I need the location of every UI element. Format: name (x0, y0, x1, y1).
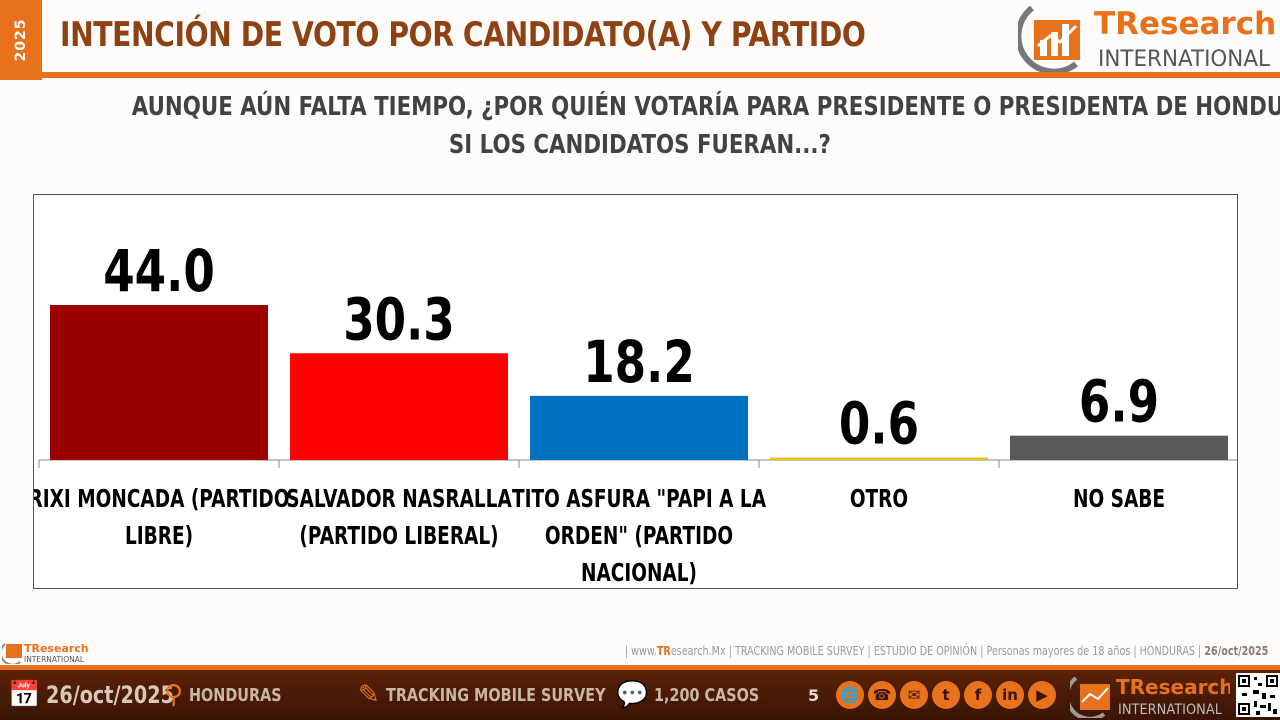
mail-icon[interactable]: ✉ (900, 681, 928, 709)
category-label-1: RIXI MONCADA (PARTIDO (34, 485, 289, 513)
brand-logo: TResearch INTERNATIONAL (1018, 5, 1276, 72)
svg-text:INTERNATIONAL: INTERNATIONAL (24, 655, 85, 664)
bar-1 (50, 305, 268, 460)
footer-date: 📅 26/oct/2025 (8, 680, 175, 710)
logo-brand: TResearch (1094, 6, 1276, 42)
logo-sub: INTERNATIONAL (1098, 47, 1271, 72)
year-tab: 2025 (0, 0, 42, 80)
category-label-3: NACIONAL) (581, 559, 697, 587)
social-links: 🌐 ☎ ✉ t f in ▶ (836, 681, 1056, 709)
bar-3 (530, 395, 748, 460)
globe-icon[interactable]: 🌐 (836, 681, 864, 709)
small-brand-logo: TResearch INTERNATIONAL (2, 642, 89, 664)
svg-text:TResearch: TResearch (24, 642, 89, 655)
footer-survey: ✎ TRACKING MOBILE SURVEY (358, 680, 606, 710)
survey-question: AUNQUE AÚN FALTA TIEMPO, ¿POR QUIÉN VOTA… (0, 88, 1280, 164)
footer-divider (0, 665, 1280, 670)
facebook-icon[interactable]: f (964, 681, 992, 709)
phone-icon[interactable]: ☎ (868, 681, 896, 709)
question-line-1: AUNQUE AÚN FALTA TIEMPO, ¿POR QUIÉN VOTA… (131, 92, 1280, 122)
calendar-clock-icon: 📅 (8, 680, 41, 710)
youtube-icon[interactable]: ▶ (1028, 681, 1056, 709)
data-label-1: 44.0 (103, 239, 215, 306)
svg-text:INTERNATIONAL: INTERNATIONAL (1118, 702, 1222, 718)
bar-5 (1010, 435, 1228, 460)
map-pin-icon: ⚲ (164, 680, 184, 710)
svg-text:TResearch: TResearch (1116, 675, 1230, 699)
vote-intention-chart: 44.0 RIXI MONCADA (PARTIDO LIBRE) 30.3 SALVA… (34, 239, 1237, 588)
linkedin-icon[interactable]: in (996, 681, 1024, 709)
question-line-2: SI LOS CANDIDATOS FUERAN...? (449, 130, 831, 160)
bar-4 (770, 457, 988, 460)
footer-cases: 💬 1,200 CASOS (616, 680, 760, 710)
qr-code[interactable] (1236, 673, 1280, 717)
footer-location: ⚲ HONDURAS (164, 680, 282, 710)
bar-2 (290, 353, 508, 460)
logo-swoosh-icon (1018, 5, 1078, 72)
footer-bar: 📅 26/oct/2025 ⚲ HONDURAS ✎ TRACKING MOBILE … (0, 670, 1280, 720)
year-label: 2025 (13, 18, 29, 62)
page-number: 5 (808, 685, 820, 705)
data-label-2: 30.3 (343, 287, 455, 354)
source-note: | www.TResearch.Mx | TRACKING MOBILE SUR… (624, 644, 1268, 658)
chart-frame: 44.0 RIXI MONCADA (PARTIDO LIBRE) 30.3 SALVA… (33, 194, 1238, 589)
category-label-3: ORDEN" (PARTIDO (545, 522, 733, 550)
speech-bubble-icon: 💬 (616, 680, 649, 710)
category-label-5: NO SABE (1073, 485, 1165, 513)
header-divider (42, 72, 1280, 78)
data-label-4: 0.6 (839, 391, 919, 458)
survey-chart-icon: ✎ (358, 680, 380, 710)
twitter-icon[interactable]: t (932, 681, 960, 709)
data-label-5: 6.9 (1079, 369, 1159, 436)
category-label-1: LIBRE) (125, 522, 193, 550)
category-label-3: TITO ASFURA "PAPI A LA (512, 485, 766, 513)
category-label-2: (PARTIDO LIBERAL) (299, 522, 498, 550)
category-label-2: SALVADOR NASRALLA (286, 485, 512, 513)
page-title: INTENCIÓN DE VOTO POR CANDIDATO(A) Y PAR… (60, 15, 866, 55)
category-label-4: OTRO (850, 485, 908, 513)
data-label-3: 18.2 (583, 329, 695, 396)
footer-brand-logo: TResearch INTERNATIONAL (1070, 675, 1230, 718)
